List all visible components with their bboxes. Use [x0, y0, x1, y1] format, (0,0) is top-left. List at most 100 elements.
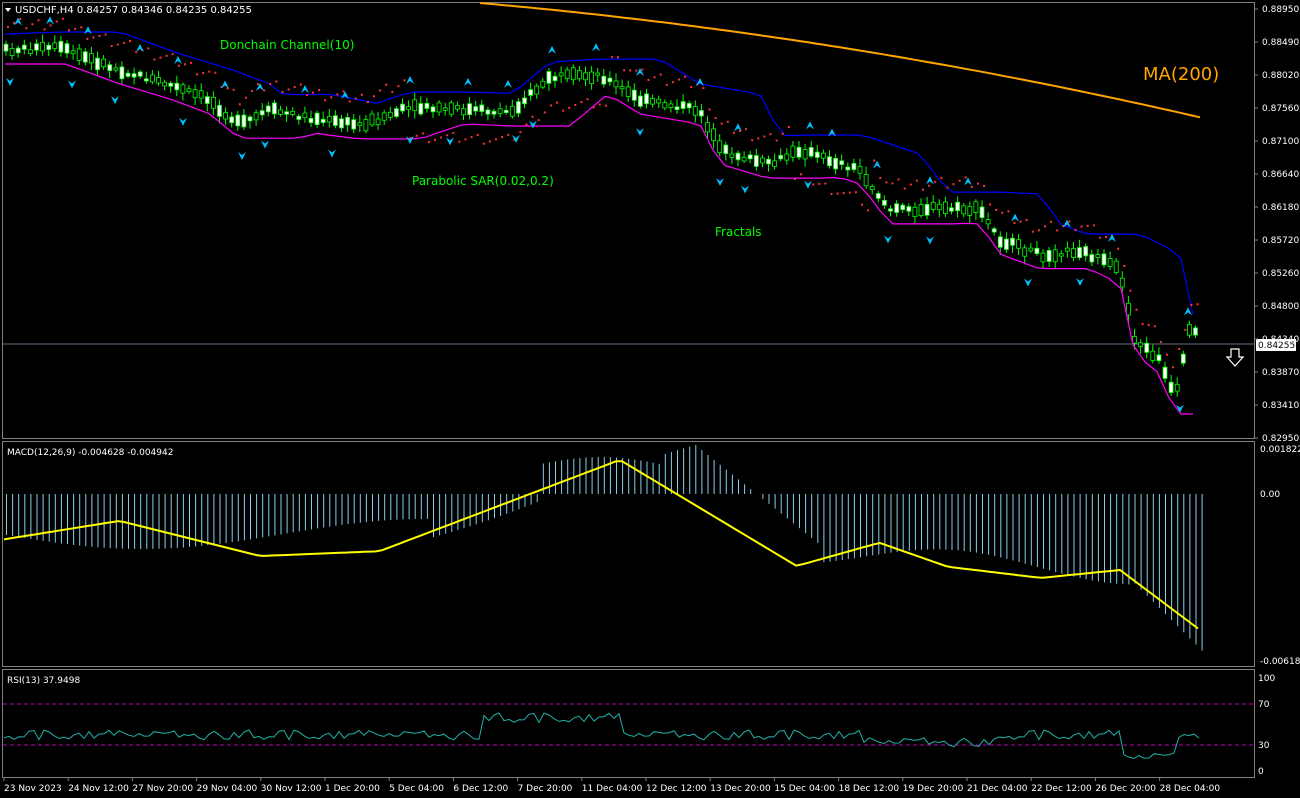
candle-body	[162, 81, 168, 87]
macd-histogram-bar	[622, 458, 624, 494]
candle-body	[424, 102, 430, 109]
sar-dot	[373, 95, 375, 98]
sar-dot	[25, 27, 28, 30]
candle-body	[143, 78, 149, 82]
macd-histogram-bar	[823, 494, 825, 563]
sar-dot	[171, 53, 174, 56]
macd-histogram-bar	[207, 494, 209, 546]
sar-dot	[879, 176, 882, 179]
macd-histogram-bar	[689, 446, 691, 494]
macd-histogram-bar	[750, 489, 752, 494]
fractal-down-icon	[328, 149, 336, 158]
candle-body	[930, 201, 936, 210]
sar-dot	[1172, 366, 1175, 369]
macd-histogram-bar	[542, 463, 544, 494]
macd-histogram-bar	[707, 455, 709, 494]
sar-dot	[501, 136, 504, 139]
macd-histogram-bar	[512, 494, 514, 512]
fractal-down-icon	[741, 185, 749, 194]
macd-histogram-bar	[1055, 494, 1057, 573]
sar-dot	[104, 33, 107, 36]
candle-body	[839, 160, 845, 165]
macd-histogram-bar	[1140, 494, 1142, 590]
price-tick-label: 0.86640	[1262, 170, 1299, 180]
candle-body	[381, 112, 387, 121]
candle-body	[869, 185, 875, 191]
macd-histogram-bar	[1006, 494, 1008, 559]
sar-dot	[592, 106, 595, 109]
sar-dot	[751, 139, 754, 142]
candle-body	[760, 157, 765, 164]
macd-histogram-bar	[176, 494, 178, 548]
sar-dot	[482, 142, 485, 145]
triangle-down-icon[interactable]	[5, 8, 11, 12]
sar-dot	[470, 136, 473, 139]
sar-dot	[1031, 230, 1034, 233]
candle-body	[180, 84, 186, 94]
candle-body	[766, 158, 771, 165]
candle-body	[436, 102, 442, 113]
candle-body	[479, 104, 485, 112]
fractal-down-icon	[884, 235, 892, 244]
macd-histogram-bar	[219, 494, 221, 544]
candle-body	[821, 152, 826, 159]
sar-dot	[708, 108, 711, 111]
candle-body	[296, 115, 302, 120]
macd-histogram-bar	[134, 494, 136, 549]
candle-body	[101, 58, 106, 68]
candle-body	[589, 71, 594, 84]
price-plot	[3, 2, 1254, 415]
rsi-tick-label: 0	[1258, 767, 1264, 777]
macd-histogram-bar	[420, 494, 422, 520]
macd-histogram-bar	[250, 494, 251, 540]
macd-histogram-bar	[914, 494, 916, 551]
macd-histogram-bar	[402, 494, 404, 520]
candle-body	[89, 53, 94, 64]
sar-dot	[678, 78, 680, 81]
candle-body	[320, 118, 326, 123]
time-tick-label: 11 Dec 04:00	[582, 784, 643, 794]
macd-histogram-bar	[713, 459, 715, 494]
sar-dot	[312, 91, 314, 94]
axes: 0.88950 0.88490 0.88020 0.87560 0.87100 0.866…	[3, 5, 1300, 794]
ma200-label: MA(200)	[1143, 64, 1219, 85]
macd-histogram-bar	[786, 494, 788, 519]
candle-body	[345, 117, 351, 126]
candle-body	[461, 108, 466, 116]
macd-histogram-bar	[805, 494, 807, 534]
candle-body	[21, 44, 27, 50]
candle-body	[1065, 247, 1070, 252]
price-tick-label: 0.83410	[1262, 401, 1299, 411]
sar-dot	[568, 106, 571, 109]
candle-body	[509, 105, 515, 117]
symbol-header: USDCHF,H4 0.84257 0.84346 0.84235 0.8425…	[15, 5, 252, 16]
candle-body	[156, 77, 161, 84]
sar-dot	[1123, 264, 1126, 267]
sar-dot	[909, 183, 912, 186]
candle-body	[991, 228, 997, 233]
macd-histogram-bar	[548, 462, 550, 494]
time-tick-label: 22 Dec 12:00	[1031, 784, 1092, 794]
candle-body	[1101, 253, 1107, 266]
sar-dot	[336, 93, 339, 96]
candle-body	[680, 101, 686, 109]
macd-histogram-bar	[262, 494, 264, 538]
macd-histogram-bar	[378, 494, 380, 521]
candle-body	[790, 145, 796, 158]
sar-dot	[244, 96, 247, 99]
macd-histogram-bar	[1165, 494, 1166, 614]
sar-dot	[74, 27, 77, 30]
sar-dot	[867, 209, 870, 212]
sar-dot	[43, 28, 46, 31]
candle-body	[186, 88, 192, 93]
rsi-tick-label: 70	[1258, 700, 1270, 710]
macd-histogram-bar	[945, 494, 947, 550]
candle-body	[259, 110, 265, 116]
sar-dot	[440, 136, 443, 139]
candle-body	[644, 93, 649, 105]
sar-dot	[1001, 211, 1004, 214]
price-tick-label: 0.85260	[1262, 269, 1299, 279]
sar-dot	[391, 90, 394, 93]
candle-body	[418, 103, 424, 115]
